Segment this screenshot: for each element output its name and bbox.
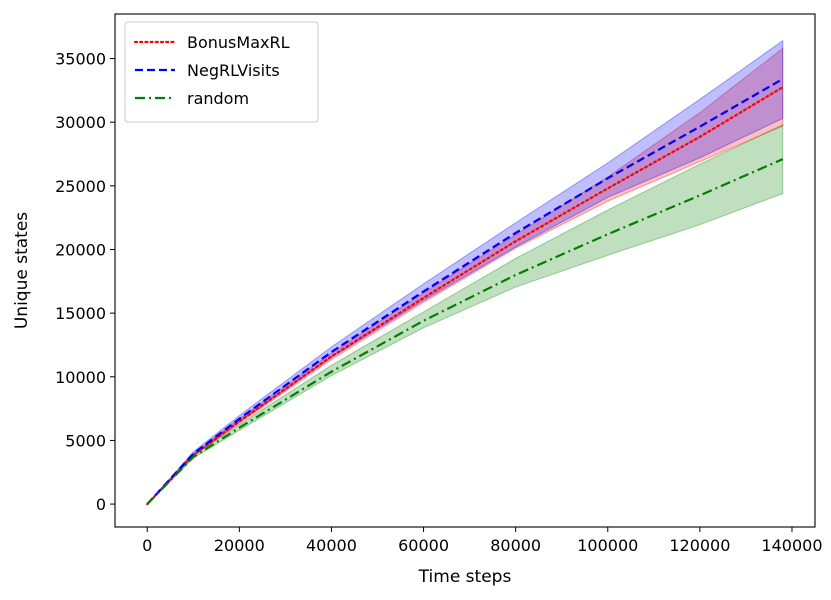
series-line-negrlvisits <box>146 77 784 505</box>
series-line-bonusmaxrl <box>146 86 784 506</box>
plot-area <box>146 39 784 506</box>
x-tick-label: 120000 <box>669 536 730 555</box>
legend-box <box>124 21 319 123</box>
x-tick-label: 80000 <box>490 536 541 555</box>
x-tick-label: 0 <box>142 536 152 555</box>
series-line-random <box>146 158 784 505</box>
y-tick-label: 30000 <box>55 113 106 132</box>
x-tick-label: 20000 <box>214 536 265 555</box>
legend-label-negrlvisits: NegRLVisits <box>187 61 280 80</box>
legend-label-bonusmaxrl: BonusMaxRL <box>187 33 290 52</box>
y-tick-label: 20000 <box>55 240 106 259</box>
x-tick-label: 100000 <box>577 536 638 555</box>
y-tick-label: 0 <box>96 495 106 514</box>
axes-frame <box>114 13 816 528</box>
legend-label-random: random <box>187 89 249 108</box>
x-axis-label: Time steps <box>418 567 512 587</box>
y-tick-label: 35000 <box>55 50 106 69</box>
y-tick-label: 5000 <box>65 431 106 450</box>
x-tick-label: 140000 <box>761 536 822 555</box>
legend: BonusMaxRL NegRLVisits random <box>124 21 319 123</box>
x-tick-label: 60000 <box>398 536 449 555</box>
y-tick-label: 25000 <box>55 177 106 196</box>
y-tick-label: 10000 <box>55 368 106 387</box>
x-tick-label: 40000 <box>306 536 357 555</box>
y-tick-label: 15000 <box>55 304 106 323</box>
y-axis-label: Unique states <box>12 212 32 329</box>
